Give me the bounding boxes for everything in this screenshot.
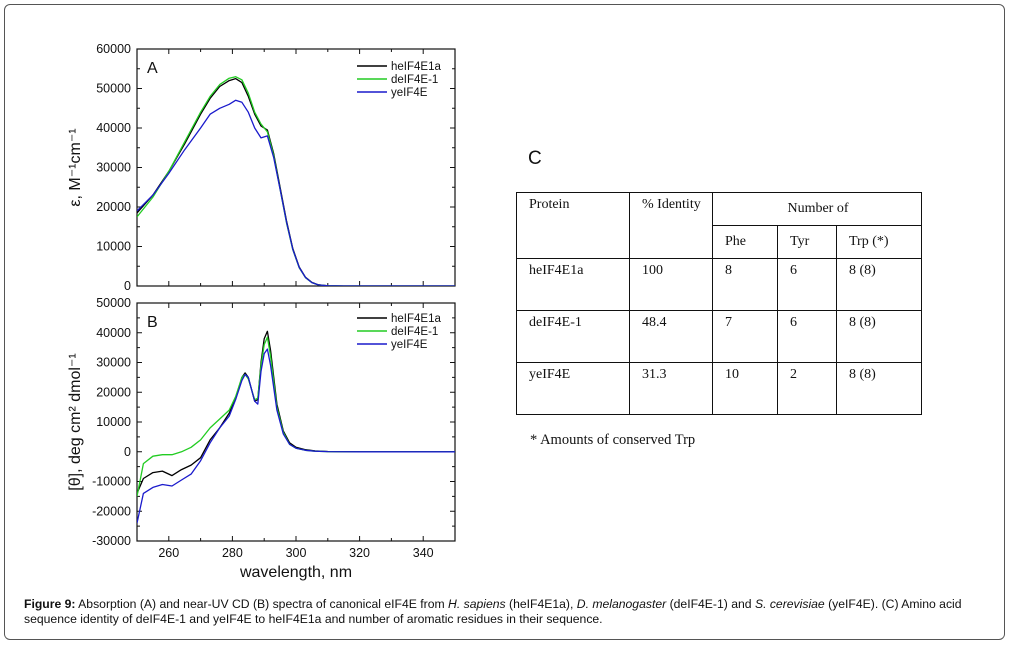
y-tick-label: 50000 [96, 296, 131, 310]
cell-phe: 8 [712, 258, 778, 311]
x-tick-label: 320 [349, 546, 370, 560]
y-tick-label: 10000 [96, 240, 131, 254]
table-row: yeIF4E 31.3 10 2 8 (8) [516, 362, 922, 415]
cell-trp: 8 (8) [836, 362, 922, 415]
cell-identity: 48.4 [629, 310, 713, 363]
series-line-yeIF4E [137, 99, 455, 286]
caption-species-3: S. cerevisiae [754, 597, 825, 611]
table-row: heIF4E1a 100 8 6 8 (8) [516, 258, 922, 311]
series-line-deIF4E-1 [137, 336, 455, 497]
y-tick-label: 50000 [96, 82, 131, 96]
legend-entry: yeIF4E [391, 339, 428, 351]
table-header-row: Protein % Identity Number of [516, 192, 922, 259]
header-identity: % Identity [629, 192, 713, 259]
y-tick-label: 60000 [96, 42, 131, 56]
series-line-deIF4E-1 [137, 76, 455, 286]
y-tick-label: 20000 [96, 385, 131, 399]
x-tick-label: 300 [286, 546, 307, 560]
y-tick-label: -10000 [92, 475, 131, 489]
y-tick-label: 30000 [96, 161, 131, 175]
y-tick-label: 20000 [96, 200, 131, 214]
table-footnote: * Amounts of conserved Trp [530, 432, 696, 448]
table-row: deIF4E-1 48.4 7 6 8 (8) [516, 310, 922, 363]
x-tick-label: 280 [222, 546, 243, 560]
series-line-yeIF4E [137, 348, 455, 524]
panel-label: B [147, 314, 158, 331]
cell-tyr: 2 [777, 362, 837, 415]
cell-identity: 100 [629, 258, 713, 311]
cell-protein: deIF4E-1 [516, 310, 630, 363]
header-number-of: Number of [712, 192, 922, 226]
caption-text-1: Absorption (A) and near-UV CD (B) spectr… [75, 597, 449, 611]
header-trp: Trp (*) [836, 225, 922, 259]
legend-entry: yeIF4E [391, 87, 428, 99]
cell-identity: 31.3 [629, 362, 713, 415]
cell-trp: 8 (8) [836, 310, 922, 363]
y-tick-label: 0 [124, 445, 131, 459]
header-protein: Protein [516, 192, 630, 259]
spectra-chart: 0 10000 20000 30000 40000 50000 60000 ε, M⁻¹cm⁻… [67, 42, 456, 581]
y-tick-label: 40000 [96, 121, 131, 135]
chart-panel-b: -30000 -20000 -10000 0 10000 20000 30000 40000 5… [67, 296, 456, 581]
header-tyr: Tyr [777, 225, 837, 259]
figure-caption: Figure 9: Absorption (A) and near-UV CD … [24, 597, 989, 627]
caption-label: Figure 9: [24, 597, 76, 611]
cell-phe: 10 [712, 362, 778, 415]
series-line-heIF4E1a [137, 330, 455, 494]
y-tick-label: -30000 [92, 534, 131, 548]
cell-tyr: 6 [777, 258, 837, 311]
y-tick-label: 40000 [96, 326, 131, 340]
panel-label: A [147, 60, 158, 77]
legend-entry: heIF4E1a [391, 61, 441, 73]
legend-entry: heIF4E1a [391, 313, 441, 325]
x-tick-label: 260 [158, 546, 179, 560]
aromatic-residues-table-wrap: Protein % Identity Number of Phe Tyr Trp… [516, 192, 922, 415]
panel-c-label: C [528, 148, 542, 169]
series-line-heIF4E1a [137, 77, 455, 286]
y-tick-label: -20000 [92, 504, 131, 518]
header-phe: Phe [712, 225, 778, 259]
cell-phe: 7 [712, 310, 778, 363]
cell-protein: yeIF4E [516, 362, 630, 415]
aromatic-residues-table: Protein % Identity Number of Phe Tyr Trp… [516, 192, 922, 415]
x-tick-label: 340 [413, 546, 434, 560]
caption-text-2: (heIF4E1a), [505, 597, 577, 611]
caption-species-1: H. sapiens [448, 597, 506, 611]
cell-tyr: 6 [777, 310, 837, 363]
y-axis-label: ε, M⁻¹cm⁻¹ [67, 128, 84, 206]
cell-protein: heIF4E1a [516, 258, 630, 311]
cell-trp: 8 (8) [836, 258, 922, 311]
caption-species-2: D. melanogaster [576, 597, 667, 611]
caption-text-3: (deIF4E-1) and [666, 597, 755, 611]
y-tick-label: 30000 [96, 356, 131, 370]
y-tick-label: 0 [124, 279, 131, 293]
x-axis-label: wavelength, nm [239, 564, 352, 581]
chart-panel-a: 0 10000 20000 30000 40000 50000 60000 ε, M⁻¹cm⁻… [67, 42, 456, 293]
table-subheader-row: Phe Tyr Trp (*) [517, 225, 922, 259]
legend-entry: deIF4E-1 [391, 74, 438, 86]
y-tick-label: 10000 [96, 415, 131, 429]
legend-entry: deIF4E-1 [391, 326, 438, 338]
figure-frame [4, 4, 1005, 640]
caption-text-4: (yeIF4E). (C) Amino acid sequence identi… [24, 597, 962, 626]
y-axis-label: [θ], deg cm² dmol⁻¹ [67, 353, 84, 490]
